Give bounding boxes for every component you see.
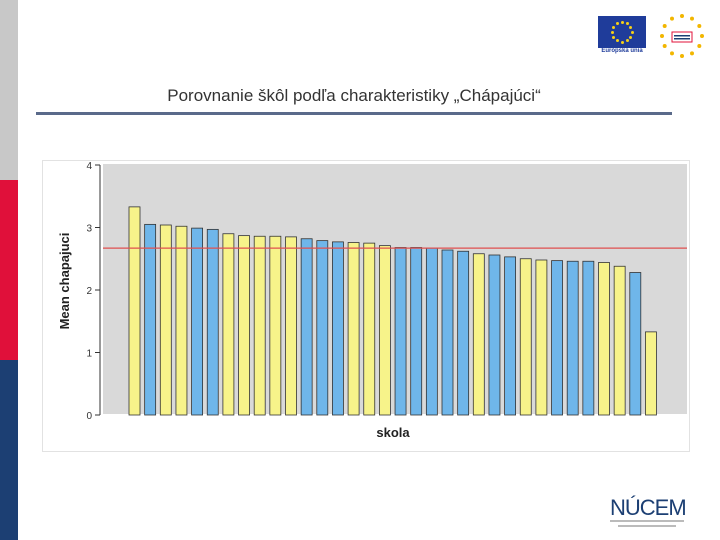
bar [535, 259, 548, 416]
eu-star-icon [625, 39, 629, 43]
y-axis-label: Mean chapajuci [57, 233, 72, 330]
bar [253, 235, 266, 416]
eu-star-icon [629, 25, 633, 29]
esf-star-icon [697, 44, 702, 48]
eu-flag-icon [598, 16, 646, 48]
esf-star-icon [690, 16, 694, 21]
bar [488, 254, 501, 416]
y-tick-label: 2 [86, 286, 92, 297]
bar [332, 241, 344, 416]
bar [457, 250, 470, 416]
bar [598, 262, 610, 416]
bar [566, 260, 579, 416]
y-tick-label: 0 [86, 411, 92, 422]
esf-star-icon [662, 24, 667, 28]
bar [285, 236, 297, 416]
eu-star-icon [615, 21, 619, 25]
bar [425, 247, 438, 416]
esf-star-icon [697, 24, 702, 28]
bar [159, 224, 172, 416]
esf-star-icon [690, 51, 694, 56]
bar [222, 233, 235, 416]
esf-star-icon [670, 16, 674, 21]
nucem-subtitle-graphic [610, 518, 684, 533]
chart-panel: 0 1 2 3 4 Mean chapajuci skola [42, 160, 690, 452]
esf-star-icon [680, 54, 684, 58]
bar [316, 240, 329, 416]
bar [551, 260, 563, 416]
eu-star-icon [620, 20, 624, 24]
bar [144, 223, 157, 416]
bar [410, 247, 423, 416]
bar [206, 228, 219, 416]
bar [347, 242, 360, 416]
bar [191, 227, 204, 416]
bar [175, 225, 188, 416]
eu-star-icon [610, 30, 614, 34]
esf-star-icon [700, 34, 704, 38]
bar [472, 253, 485, 416]
eu-star-icon [625, 21, 629, 25]
bar [269, 235, 282, 416]
bar [394, 247, 407, 416]
bar [629, 272, 642, 416]
bar [441, 249, 454, 416]
side-band-grey [0, 0, 18, 180]
esf-star-icon [680, 14, 684, 18]
bar [519, 258, 532, 416]
eu-star-icon [630, 30, 634, 34]
side-band-red [0, 180, 18, 360]
side-band-blue [0, 360, 18, 540]
slide-title: Porovnanie škôl podľa charakteristiky „C… [167, 86, 541, 105]
eu-star-icon [629, 35, 633, 39]
bar [363, 242, 376, 416]
eu-star-icon [615, 39, 619, 43]
esf-star-icon [660, 34, 664, 38]
eu-star-icon [611, 25, 615, 29]
bar [378, 245, 391, 416]
esf-logo-icon [660, 14, 704, 58]
nucem-logo: NÚCEM [610, 495, 687, 521]
bar [300, 238, 313, 416]
eu-star-icon [620, 40, 624, 44]
y-tick-label: 1 [86, 349, 92, 360]
nucem-logo-text: NÚCEM [610, 495, 687, 520]
bar [128, 206, 141, 416]
eu-caption: Európska únia [601, 48, 643, 54]
bar [238, 235, 250, 416]
y-tick-label: 3 [86, 224, 92, 235]
bar [504, 256, 517, 416]
bar [582, 260, 595, 416]
esf-star-icon [662, 44, 667, 48]
x-axis-label: skola [376, 425, 410, 440]
title-divider [36, 112, 672, 115]
eu-star-icon [611, 35, 615, 39]
bar-chart: 0 1 2 3 4 Mean chapajuci skola [57, 161, 687, 440]
bar [645, 331, 657, 416]
y-tick-label: 4 [86, 161, 92, 172]
bar [613, 265, 626, 416]
esf-star-icon [670, 51, 674, 56]
nucem-subtitle-lines-icon [610, 520, 684, 527]
